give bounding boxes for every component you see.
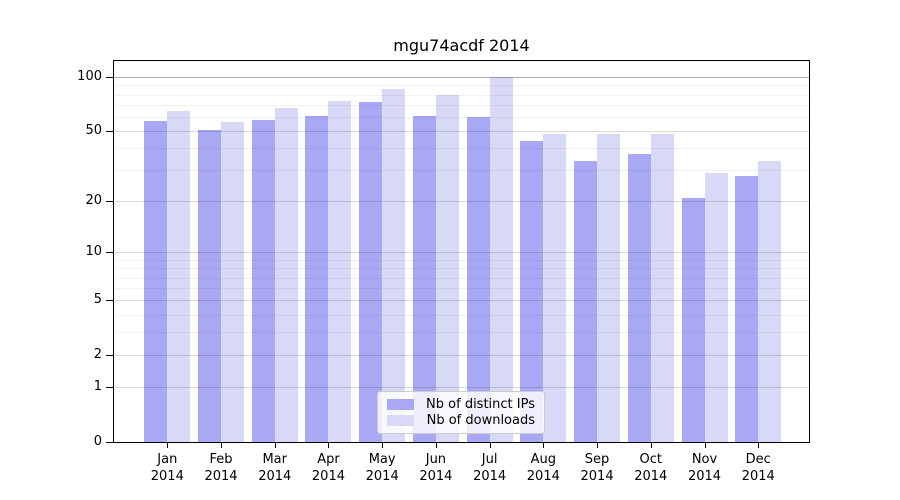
x-tick-feb (221, 443, 223, 448)
bar-nb-of-downloads-mar (274, 108, 298, 442)
bar-nb-of-downloads-dec (758, 160, 782, 442)
bar-nb-of-distinct-ips-may (359, 101, 383, 442)
chart-title: mgu74acdf 2014 (393, 36, 530, 55)
x-tick-oct (650, 443, 652, 448)
minor-gridline-7 (114, 277, 809, 279)
legend: Nb of distinct IPs Nb of downloads (377, 391, 545, 434)
bar-nb-of-downloads-nov (704, 173, 728, 442)
bar-nb-of-downloads-jul (489, 77, 513, 442)
y-tick-20 (106, 201, 113, 203)
bar-nb-of-distinct-ips-feb (198, 129, 222, 442)
minor-gridline-90 (114, 85, 809, 87)
y-tick-1 (106, 387, 113, 389)
y-tick-label-1: 1 (93, 379, 102, 395)
x-tick-mar (274, 443, 276, 448)
minor-gridline-3 (114, 332, 809, 334)
y-tick-label-0: 0 (93, 434, 102, 449)
x-tick-label-jul: Jul 2014 (473, 452, 507, 484)
y-tick-label-10: 10 (85, 244, 102, 260)
x-tick-jan (167, 443, 169, 448)
major-gridline-20 (114, 201, 809, 203)
bar-nb-of-distinct-ips-apr (305, 115, 329, 442)
y-tick-label-50: 50 (85, 123, 102, 139)
bar-nb-of-distinct-ips-sep (574, 160, 598, 442)
bar-nb-of-downloads-sep (597, 134, 621, 442)
x-tick-label-apr: Apr 2014 (311, 452, 345, 484)
legend-label-distinct-ips: Nb of distinct IPs (426, 397, 535, 412)
major-gridline-1 (114, 387, 809, 389)
bar-nb-of-downloads-jan (167, 110, 191, 442)
x-tick-label-dec: Dec 2014 (741, 452, 775, 484)
minor-gridline-80 (114, 94, 809, 96)
x-tick-dec (758, 443, 760, 448)
x-tick-jul (489, 443, 491, 448)
major-gridline-10 (114, 252, 809, 254)
x-tick-label-oct: Oct 2014 (634, 452, 668, 484)
legend-item-downloads: Nb of downloads (387, 413, 535, 428)
bar-nb-of-distinct-ips-nov (681, 197, 705, 442)
minor-gridline-70 (114, 104, 809, 106)
minor-gridline-40 (114, 148, 809, 150)
bar-nb-of-distinct-ips-jan (144, 120, 168, 442)
y-tick-label-5: 5 (93, 292, 102, 308)
minor-gridline-9 (114, 259, 809, 261)
bar-nb-of-downloads-apr (328, 100, 352, 442)
x-tick-apr (328, 443, 330, 448)
x-tick-jun (435, 443, 437, 448)
y-tick-label-100: 100 (77, 69, 102, 85)
x-tick-label-sep: Sep 2014 (580, 452, 614, 484)
y-tick-2 (106, 355, 113, 357)
minor-gridline-60 (114, 116, 809, 118)
legend-label-downloads: Nb of downloads (426, 413, 535, 428)
major-gridline-5 (114, 300, 809, 302)
x-tick-may (382, 443, 384, 448)
bar-nb-of-distinct-ips-jun (412, 115, 436, 442)
y-tick-label-20: 20 (85, 193, 102, 209)
x-tick-label-may: May 2014 (365, 452, 399, 484)
y-tick-100 (106, 77, 113, 79)
x-tick-sep (597, 443, 599, 448)
x-tick-label-feb: Feb 2014 (204, 452, 238, 484)
bar-nb-of-distinct-ips-dec (735, 175, 759, 442)
legend-item-distinct-ips: Nb of distinct IPs (387, 397, 535, 412)
x-tick-label-mar: Mar 2014 (258, 452, 292, 484)
x-tick-nov (704, 443, 706, 448)
bar-nb-of-downloads-jun (435, 94, 459, 442)
x-tick-label-jan: Jan 2014 (150, 452, 184, 484)
x-tick-aug (543, 443, 545, 448)
bar-nb-of-downloads-aug (543, 134, 567, 442)
bar-nb-of-downloads-feb (221, 122, 245, 442)
bar-nb-of-distinct-ips-aug (520, 141, 544, 442)
minor-gridline-8 (114, 268, 809, 270)
bar-nb-of-distinct-ips-jul (466, 116, 490, 442)
minor-gridline-30 (114, 170, 809, 172)
bar-nb-of-distinct-ips-mar (251, 119, 275, 442)
y-tick-5 (106, 300, 113, 302)
bar-nb-of-distinct-ips-oct (627, 154, 651, 442)
legend-swatch-distinct-ips (387, 399, 414, 410)
bar-nb-of-downloads-oct (650, 134, 674, 442)
major-gridline-50 (114, 131, 809, 133)
x-tick-label-jun: Jun 2014 (419, 452, 453, 484)
bar-nb-of-downloads-may (382, 88, 406, 442)
y-tick-label-2: 2 (93, 347, 102, 363)
y-tick-10 (106, 252, 113, 254)
x-tick-label-aug: Aug 2014 (526, 452, 560, 484)
x-tick-label-nov: Nov 2014 (687, 452, 722, 484)
legend-swatch-downloads (387, 415, 414, 426)
major-gridline-2 (114, 355, 809, 357)
major-gridline-100 (114, 77, 809, 79)
y-tick-0 (106, 442, 113, 443)
minor-gridline-4 (114, 314, 809, 316)
y-tick-50 (106, 131, 113, 133)
plot-area (113, 60, 810, 443)
minor-gridline-6 (114, 288, 809, 290)
